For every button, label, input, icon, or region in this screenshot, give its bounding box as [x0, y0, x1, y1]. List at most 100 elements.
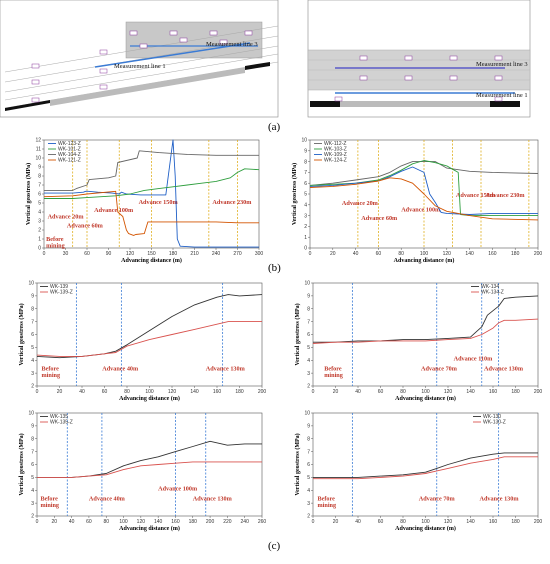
x-tick-label: 160: [489, 519, 498, 525]
legend-entry: WK-134-Z: [481, 290, 504, 296]
series-line-wk-134-z: [312, 318, 539, 344]
y-tick-label: 8: [38, 174, 41, 180]
x-axis-label: Advancing distance (m): [395, 395, 456, 402]
legend-entry: WK-130: [483, 414, 501, 420]
x-tick-label: 140: [154, 519, 163, 525]
x-tick-label: 0: [36, 389, 39, 395]
y-tick-label: 9: [38, 165, 41, 171]
y-tick-label: 10: [301, 138, 307, 144]
annotation-label: Advance 60m: [67, 222, 104, 229]
panel-label-a: (a): [268, 121, 281, 133]
x-tick-label: 180: [235, 389, 244, 395]
x-tick-label: 160: [213, 389, 222, 395]
y-tick-label: 5: [307, 345, 310, 351]
y-tick-label: 4: [38, 210, 41, 216]
x-tick-label: 120: [168, 389, 177, 395]
annotation-label: Advance 230m: [486, 192, 526, 199]
y-tick-label: 5: [304, 192, 307, 198]
x-tick-label: 140: [190, 389, 199, 395]
x-tick-label: 40: [355, 519, 361, 525]
y-tick-label: 6: [307, 462, 310, 468]
y-tick-label: 9: [31, 424, 34, 430]
y-tick-label: 5: [31, 475, 34, 481]
series-line-wk-135-z: [37, 461, 262, 478]
x-tick-label: 300: [255, 251, 264, 257]
y-tick-label: 7: [307, 319, 310, 325]
y-axis-label: Vertical geostress (MPa): [25, 163, 32, 225]
y-tick-label: 11: [36, 147, 41, 153]
annotation-label: Advance 110m: [454, 355, 494, 362]
chart-c-bottom-right: 0 20 40 60 80 100 120 140 160 180 200 2 3 4 5 6 7 8 9 10 Adv…: [294, 411, 542, 532]
legend-entry: WK-134: [481, 284, 499, 290]
y-axis-label: Vertical geostress (MPa): [291, 163, 298, 225]
annotation-label: Advance 20m: [48, 213, 85, 220]
y-tick-label: 8: [307, 306, 310, 312]
legend-entry: WK-112-Z: [324, 141, 346, 147]
x-tick-label: 180: [511, 519, 520, 525]
y-tick-label: 10: [28, 411, 34, 417]
series-line-wk-121-z: [43, 190, 259, 236]
y-tick-label: 5: [31, 345, 34, 351]
y-tick-label: 4: [307, 488, 310, 494]
series-line-wk-101-z: [44, 168, 260, 199]
chart-c-bottom-left: 0 20 40 60 80 100 120 140 160 180 200 220 240 260 2 3 4 5…: [18, 411, 266, 532]
annotation-label: Advance 40m: [102, 366, 139, 373]
x-tick-label: 0: [312, 389, 315, 395]
y-axis-label: Vertical geostress (MPa): [294, 303, 301, 365]
annotation-label: Advance 60m: [361, 215, 398, 222]
y-tick-label: 5: [307, 475, 310, 481]
x-axis-label: Advancing distance (m): [119, 525, 180, 532]
annotation-line: mining: [46, 242, 65, 249]
x-tick-label: 20: [333, 389, 339, 395]
schematic-left-label-1: Measurement line 3: [206, 41, 258, 48]
x-tick-label: 60: [102, 389, 108, 395]
y-tick-label: 7: [38, 183, 41, 189]
x-axis-label: Advancing distance (m): [119, 395, 180, 402]
x-tick-label: 60: [376, 251, 382, 257]
x-tick-label: 240: [212, 251, 221, 257]
legend-entry: WK-139-Z: [50, 290, 73, 296]
legend-entry: WK-139: [50, 284, 68, 290]
x-tick-label: 20: [52, 519, 58, 525]
x-tick-label: 120: [137, 519, 146, 525]
x-tick-label: 120: [444, 519, 453, 525]
annotation-label: Before mining: [42, 366, 61, 380]
x-tick-label: 160: [171, 519, 180, 525]
y-tick-label: 1: [38, 237, 41, 243]
y-tick-label: 9: [307, 294, 310, 300]
y-tick-label: 10: [304, 281, 310, 287]
annotation-label: Advance 20m: [342, 200, 379, 207]
legend-entry: WK-103-Z: [324, 147, 347, 153]
x-tick-label: 80: [398, 251, 404, 257]
x-tick-label: 60: [84, 251, 90, 257]
plot-frame: [36, 412, 263, 517]
series-line-wk-124-z: [309, 177, 539, 221]
y-tick-label: 3: [38, 219, 41, 225]
y-tick-label: 7: [307, 449, 310, 455]
y-tick-label: 9: [31, 294, 34, 300]
x-tick-label: 100: [421, 519, 430, 525]
x-tick-label: 60: [378, 519, 384, 525]
charts-layer: 0 30 60 90 120 150 180 210 240 270 300012345678910…: [18, 138, 542, 532]
x-tick-label: 80: [400, 389, 406, 395]
x-tick-label: 40: [353, 251, 359, 257]
x-tick-label: 120: [443, 251, 452, 257]
y-tick-label: 2: [31, 384, 34, 390]
y-tick-label: 4: [31, 488, 34, 494]
x-tick-label: 20: [333, 519, 339, 525]
y-tick-label: 7: [31, 449, 34, 455]
x-tick-label: 200: [534, 519, 543, 525]
annotation-line: Before: [324, 366, 342, 373]
x-tick-label: 160: [488, 251, 497, 257]
y-tick-label: 2: [304, 224, 307, 230]
x-tick-label: 80: [400, 519, 406, 525]
series-line-wk-104-z: [44, 150, 259, 191]
x-tick-label: 40: [69, 519, 75, 525]
x-tick-label: 200: [258, 389, 267, 395]
x-tick-label: 180: [189, 519, 198, 525]
y-tick-label: 8: [31, 306, 34, 312]
y-tick-label: 3: [307, 371, 310, 377]
y-tick-label: 10: [28, 281, 34, 287]
annotation-label: Advance 150m: [456, 192, 496, 199]
